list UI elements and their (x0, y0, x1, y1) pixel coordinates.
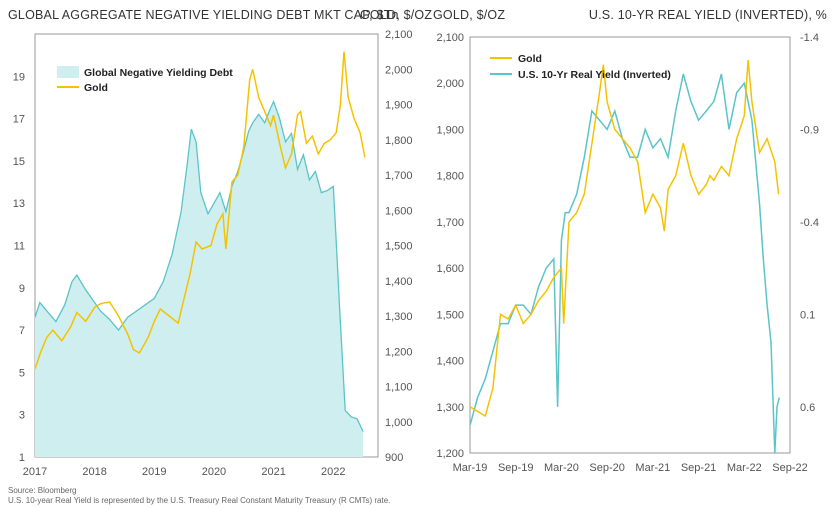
left-chart-right-y-tick-label: 1,200 (385, 346, 413, 358)
left-chart-right-y-tick-label: 1,100 (385, 382, 413, 394)
right-x-tick-label: Mar-22 (727, 462, 762, 474)
right-x-tick-label: Mar-21 (635, 462, 670, 474)
left-chart-right-y-tick-label: 2,000 (385, 64, 413, 76)
right-chart-left-y-tick-label: 1,500 (436, 309, 464, 321)
right-x-tick-label: Mar-19 (453, 462, 488, 474)
legend-label-real-yield: U.S. 10-Yr Real Yield (Inverted) (518, 69, 671, 81)
left-x-tick-label: 2019 (142, 466, 166, 478)
left-chart-right-y-tick-label: 1,000 (385, 417, 413, 429)
left-y-tick-label: 17 (13, 114, 25, 126)
right-chart-right-axis-title: U.S. 10-YR REAL YIELD (INVERTED), % (588, 8, 827, 22)
source-note: Source: Bloomberg (8, 486, 77, 495)
right-chart-left-axis-title: GOLD, $/OZ (433, 8, 506, 22)
left-y-tick-label: 7 (19, 325, 25, 337)
left-chart-right-y-tick-label: 2,100 (385, 29, 413, 41)
right-chart-left-y-tick-label: 1,800 (436, 171, 464, 183)
left-y-tick-label: 19 (13, 71, 25, 83)
negative-debt-line (34, 100, 364, 432)
left-x-tick-label: 2018 (82, 466, 106, 478)
right-chart-left-y-tick-label: 2,100 (436, 32, 464, 44)
right-chart-right-y-tick-label: -0.9 (800, 124, 819, 136)
real-yield-line (469, 73, 781, 454)
left-chart-right-y-tick-label: 1,900 (385, 100, 413, 112)
right-chart-left-y-tick-label: 1,700 (436, 217, 464, 229)
left-y-tick-label: 15 (13, 156, 25, 168)
left-chart-right-y-tick-label: 1,400 (385, 276, 413, 288)
left-chart-right-y-tick-label: 900 (385, 452, 403, 464)
left-chart-right-y-tick-label: 1,600 (385, 205, 413, 217)
right-x-tick-label: Sep-22 (772, 462, 807, 474)
left-chart-right-y-tick-label: 1,500 (385, 241, 413, 253)
right-chart-left-y-tick-label: 1,200 (436, 448, 464, 460)
left-x-tick-label: 2020 (202, 466, 226, 478)
right-chart-left-y-tick-label: 1,600 (436, 263, 464, 275)
left-y-tick-label: 11 (14, 241, 25, 253)
right-x-tick-label: Sep-20 (589, 462, 624, 474)
left-chart-right-axis-title: GOLD, $/OZ (360, 8, 433, 22)
left-y-tick-label: 5 (19, 367, 25, 379)
left-gold-line (34, 51, 366, 370)
left-chart-right-y-tick-label: 1,300 (385, 311, 413, 323)
left-chart-right-y-tick-label: 1,700 (385, 170, 413, 182)
right-x-tick-label: Sep-19 (498, 462, 533, 474)
right-chart-left-y-tick-label: 1,300 (436, 402, 464, 414)
legend-label-negative-debt: Global Negative Yielding Debt (84, 67, 233, 79)
right-plot-frame (469, 36, 791, 454)
right-chart-left-y-tick-label: 1,400 (436, 356, 464, 368)
right-chart-left-y-tick-label: 1,900 (436, 124, 464, 136)
left-x-tick-label: 2021 (261, 466, 285, 478)
left-y-tick-label: 1 (19, 452, 25, 464)
right-x-tick-label: Sep-21 (681, 462, 716, 474)
left-x-tick-label: 2022 (321, 466, 345, 478)
left-x-tick-label: 2017 (23, 466, 47, 478)
right-chart-right-y-tick-label: -1.4 (800, 32, 819, 44)
legend-label-right-gold: Gold (518, 53, 542, 65)
right-gold-line (469, 60, 780, 418)
right-chart-right-y-tick-label: 0.6 (800, 402, 815, 414)
left-chart-right-y-tick-label: 1,800 (385, 135, 413, 147)
right-chart-right-y-tick-label: 0.1 (800, 309, 815, 321)
right-chart-left-y-tick-label: 2,000 (436, 78, 464, 90)
footnote: U.S. 10-year Real Yield is represented b… (8, 496, 391, 505)
legend-swatch-negative-debt (57, 66, 79, 78)
left-y-tick-label: 13 (13, 198, 25, 210)
negative-debt-area (35, 101, 364, 457)
left-y-tick-label: 3 (19, 410, 25, 422)
right-chart-right-y-tick-label: -0.4 (800, 217, 819, 229)
left-y-tick-label: 9 (19, 283, 25, 295)
right-x-tick-label: Mar-20 (544, 462, 579, 474)
legend-label-gold: Gold (84, 82, 108, 94)
left-chart-title: GLOBAL AGGREGATE NEGATIVE YIELDING DEBT … (8, 8, 399, 22)
